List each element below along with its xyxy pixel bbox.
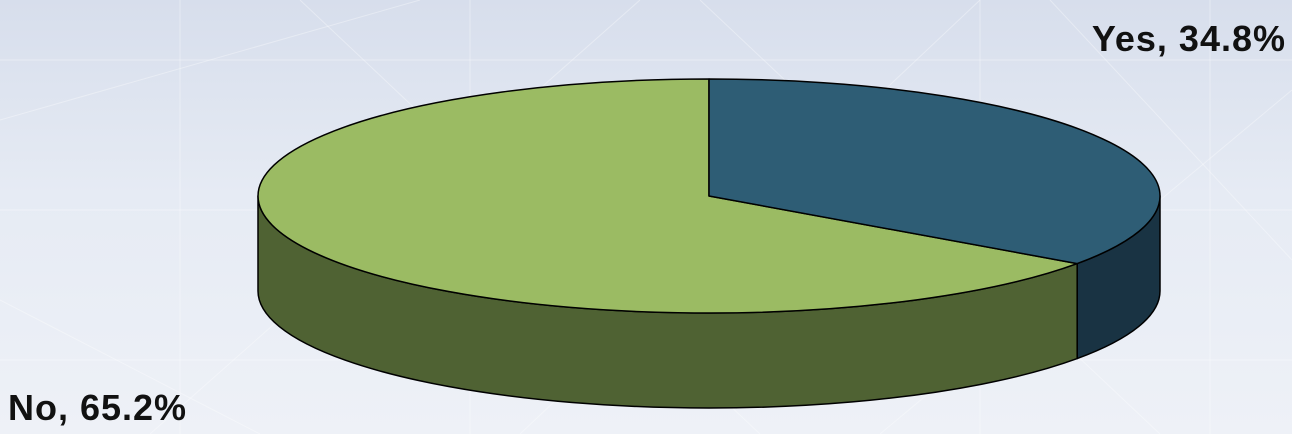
data-label-no: No, 65.2% [8, 387, 188, 428]
data-label-yes: Yes, 34.8% [1091, 18, 1286, 59]
pie-slice-yes [708, 78, 1161, 265]
pie-top-faces [257, 78, 1161, 314]
pie-slice-no [257, 78, 1078, 314]
